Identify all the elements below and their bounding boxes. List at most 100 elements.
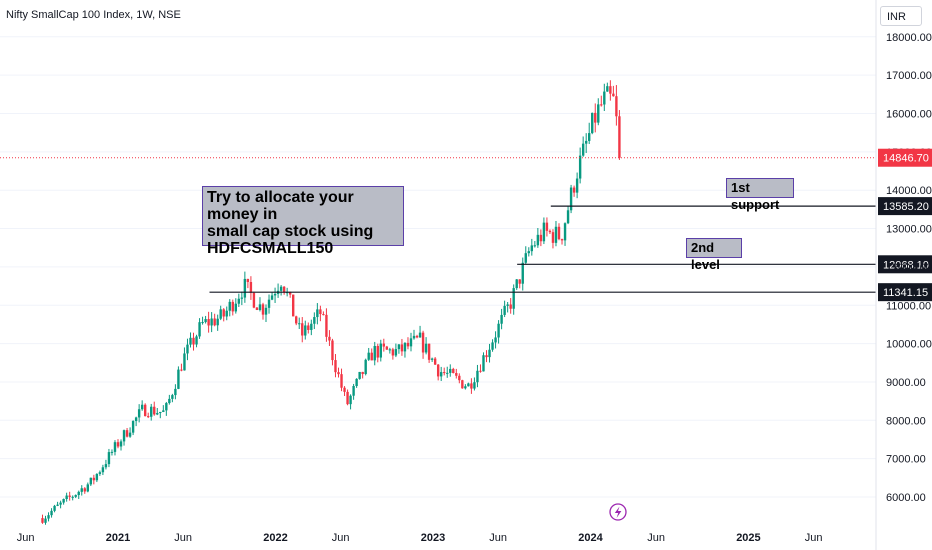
candle-down	[385, 345, 389, 350]
candle-up	[542, 217, 546, 245]
candle-up	[439, 366, 443, 382]
candle-up	[53, 504, 56, 513]
candle-up	[569, 184, 573, 214]
time-tick-label: 2024	[578, 532, 603, 544]
candle-up	[89, 477, 93, 486]
candle-down	[382, 338, 386, 352]
candle-up	[107, 448, 111, 468]
candle-up	[467, 382, 470, 387]
lightning-bolt-icon[interactable]	[609, 503, 627, 521]
candle-down	[370, 348, 373, 361]
candle-up	[104, 459, 108, 470]
candle-up	[388, 347, 392, 354]
candle-down	[322, 311, 325, 316]
candle-up	[521, 257, 524, 291]
candle-up	[418, 325, 422, 338]
candle-up	[313, 312, 316, 330]
candle-up	[101, 464, 105, 476]
horizontal-levels[interactable]: 13585.20 12068.10 11341.15	[209, 197, 932, 302]
candle-up	[201, 316, 204, 325]
candle-up	[71, 495, 74, 501]
candle-up	[50, 508, 53, 518]
candle-down	[261, 302, 265, 320]
candle-down	[415, 334, 419, 339]
chart-grid	[0, 36, 876, 498]
candle-down	[207, 311, 210, 333]
price-tick-label: 16000.00	[886, 109, 932, 121]
candle-up	[131, 420, 135, 436]
time-tick-label: 2023	[421, 532, 445, 544]
candle-up	[536, 228, 540, 248]
candle-up	[237, 293, 241, 307]
candle-down	[282, 286, 286, 295]
candle-up	[603, 83, 606, 112]
second-level-annotation[interactable]: 2nd level	[686, 238, 742, 272]
candle-down	[41, 514, 44, 524]
level-price-label: 13585.20	[883, 201, 929, 213]
candle-down	[337, 367, 340, 378]
candle-up	[491, 339, 494, 352]
candle-down	[618, 110, 621, 160]
candle-up	[584, 133, 588, 154]
candle-up	[225, 306, 228, 321]
candle-down	[443, 367, 446, 376]
candle-up	[500, 308, 503, 330]
time-axis[interactable]: Jun 2021 Jun 2022 Jun 2023 Jun 2024 Jun 2025 Jun	[17, 532, 823, 544]
candle-up	[234, 298, 238, 314]
price-axis[interactable]: 18000.0017000.0016000.0015000.0014000.00…	[875, 0, 932, 550]
candle-up	[515, 279, 518, 290]
candle-down	[231, 299, 234, 316]
candle-up	[134, 416, 138, 427]
candle-up	[373, 341, 376, 366]
candle-up	[59, 500, 62, 509]
candle-down	[391, 347, 395, 360]
main-annotation-line-2: small cap stock using	[207, 223, 374, 240]
time-tick-label: Jun	[332, 532, 350, 544]
candle-up	[503, 300, 506, 318]
candle-up	[316, 303, 319, 325]
candle-up	[56, 501, 59, 507]
candle-up	[424, 337, 428, 355]
candle-down	[340, 368, 343, 392]
candle-up	[364, 358, 367, 376]
candle-up	[581, 136, 585, 157]
candle-down	[518, 279, 521, 289]
level-price-label: 12068.10	[883, 259, 929, 271]
candle-up	[588, 122, 591, 144]
candle-up	[162, 405, 165, 413]
candle-down	[433, 357, 437, 365]
candle-down	[255, 306, 259, 311]
candle-down	[427, 343, 431, 363]
candle-down	[557, 223, 561, 241]
level-price-label: 11341.15	[883, 287, 928, 299]
price-tick-label: 8000.00	[886, 415, 926, 427]
candle-down	[83, 487, 86, 494]
candle-down	[334, 354, 337, 378]
candle-up	[524, 246, 527, 265]
candle-up	[494, 331, 497, 349]
candle-up	[137, 404, 141, 423]
currency-selector[interactable]: INR	[880, 6, 922, 26]
candlestick-series	[41, 80, 621, 525]
candle-up	[80, 485, 83, 496]
candle-up	[506, 301, 509, 313]
candle-up	[44, 515, 47, 525]
candle-down	[343, 386, 346, 397]
price-tick-label: 13000.00	[886, 224, 932, 236]
main-annotation[interactable]: Try to allocate your money in small cap …	[202, 186, 404, 257]
candle-up	[243, 271, 247, 303]
candle-up	[86, 482, 89, 493]
candle-down	[594, 103, 597, 133]
candle-up	[77, 490, 80, 499]
candle-down	[301, 317, 304, 343]
candle-up	[412, 329, 416, 340]
candle-down	[455, 368, 458, 379]
first-support-annotation[interactable]: 1st support	[726, 178, 794, 212]
candle-down	[125, 427, 129, 438]
candle-up	[367, 347, 370, 361]
candle-up	[578, 147, 582, 184]
candle-up	[397, 344, 401, 354]
candle-up	[110, 449, 114, 456]
candle-up	[95, 473, 99, 483]
